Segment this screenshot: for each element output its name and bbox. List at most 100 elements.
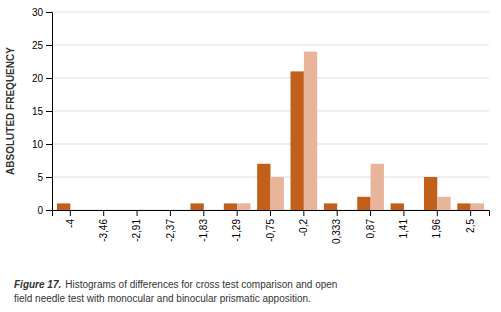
x-tick-mark (403, 210, 404, 216)
x-tick-label: -3,46 (98, 219, 109, 242)
bar (90, 210, 103, 211)
y-tick-label: 20 (32, 73, 44, 84)
plot: 051015202530-4-3,46-2,91-2,37-1,83-1,29-… (5, 7, 490, 244)
y-tick-mark (46, 144, 52, 145)
y-tick: 20 (32, 73, 52, 84)
bar (137, 210, 150, 211)
grid-line (52, 111, 489, 112)
y-tick: 30 (32, 7, 52, 18)
grid-line (52, 78, 489, 79)
bar (124, 210, 137, 211)
bar (337, 210, 350, 211)
y-tick: 10 (32, 139, 52, 150)
x-tick: 0,333 (331, 210, 342, 244)
bar (190, 203, 203, 210)
x-tick-label: -4 (65, 219, 76, 228)
x-tick-mark (370, 210, 371, 216)
x-tick-label: 1,41 (398, 219, 409, 239)
grid-line (52, 12, 489, 13)
y-axis-title: ABSOLUTED FREQUENCY (5, 47, 16, 175)
x-tick: -2,37 (165, 210, 176, 242)
x-tick: -1,83 (198, 210, 209, 242)
caption-text: Histograms of differences for cross test… (65, 279, 337, 290)
series (237, 52, 484, 210)
x-tick: -1,29 (231, 210, 242, 242)
bar (104, 210, 117, 211)
y-tick-mark (46, 177, 52, 178)
y-tick-mark (46, 12, 52, 13)
x-tick-mark (137, 210, 138, 216)
bar (391, 203, 404, 210)
y-tick: 25 (32, 40, 52, 51)
bar (204, 210, 217, 211)
bar (471, 203, 484, 210)
y-tick-label: 30 (32, 7, 44, 18)
x-tick: -0,75 (265, 210, 276, 242)
grid-line (52, 144, 489, 145)
caption: Figure 17. Histograms of differences for … (14, 279, 337, 290)
x-tick-label: -2,91 (131, 219, 142, 242)
x-tick-mark (470, 210, 471, 216)
y-tick-label: 25 (32, 40, 44, 51)
bar (371, 164, 384, 210)
x-tick-label: -1,29 (231, 219, 242, 242)
x-tick-label: 2,5 (465, 219, 476, 233)
x-tick-mark (170, 210, 171, 216)
x-tick-mark (203, 210, 204, 216)
x-tick-label: 0,333 (331, 219, 342, 244)
x-tick-mark (237, 210, 238, 216)
y-tick: 5 (37, 172, 52, 183)
y-tick-label: 0 (37, 205, 43, 216)
caption-label: Figure 17. (14, 279, 61, 290)
bar (424, 177, 437, 210)
bars (57, 52, 484, 210)
x-axis-line (53, 211, 490, 217)
bar (404, 210, 417, 211)
bar (357, 197, 370, 210)
bar (257, 164, 270, 210)
y-tick-mark (46, 45, 52, 46)
bar (324, 203, 337, 210)
bar (237, 203, 250, 210)
x-tick-mark (303, 210, 304, 216)
x-tick-label: -0,2 (298, 219, 309, 237)
x-tick-label: 1,96 (431, 219, 442, 239)
y-tick-mark (46, 210, 52, 211)
x-tick-mark (270, 210, 271, 216)
x-tick-mark (70, 210, 71, 216)
y-tick-mark (46, 78, 52, 79)
x-tick-mark (337, 210, 338, 216)
chart: 051015202530-4-3,46-2,91-2,37-1,83-1,29-… (0, 0, 501, 312)
bar (157, 210, 170, 211)
bar (224, 203, 237, 210)
x-tick: 0,87 (365, 210, 376, 238)
bar (457, 203, 470, 210)
y-tick-label: 15 (32, 106, 44, 117)
x-tick: -3,46 (98, 210, 109, 242)
series (57, 71, 471, 210)
x-tick: 1,41 (398, 210, 409, 238)
bar (304, 52, 317, 210)
x-tick-label: -2,37 (165, 219, 176, 242)
grid (52, 12, 489, 210)
x-axis: -4 -3,46 -2,91 -2,37 -1,83 -1,29 -0,75 -0,2 0,33… (53, 210, 490, 244)
y-axis: 0 5 10 15 20 25 30 (32, 7, 53, 216)
y-tick: 0 (37, 205, 52, 216)
bar (437, 197, 450, 210)
x-tick: -0,2 (298, 210, 309, 236)
bar (170, 210, 183, 211)
x-tick: 1,96 (431, 210, 442, 238)
x-tick: 2,5 (465, 210, 476, 233)
x-tick-label: -0,75 (265, 219, 276, 242)
y-tick-label: 5 (37, 172, 43, 183)
y-tick-mark (46, 111, 52, 112)
bar (70, 210, 83, 211)
y-axis-line (46, 13, 53, 211)
x-tick-mark (103, 210, 104, 216)
x-tick: -4 (65, 210, 76, 228)
caption-text: field needle test with monocular and bin… (14, 293, 311, 304)
x-tick-label: 0,87 (365, 219, 376, 239)
y-tick: 15 (32, 106, 52, 117)
grid-line (52, 45, 489, 46)
x-tick-label: -1,83 (198, 219, 209, 242)
